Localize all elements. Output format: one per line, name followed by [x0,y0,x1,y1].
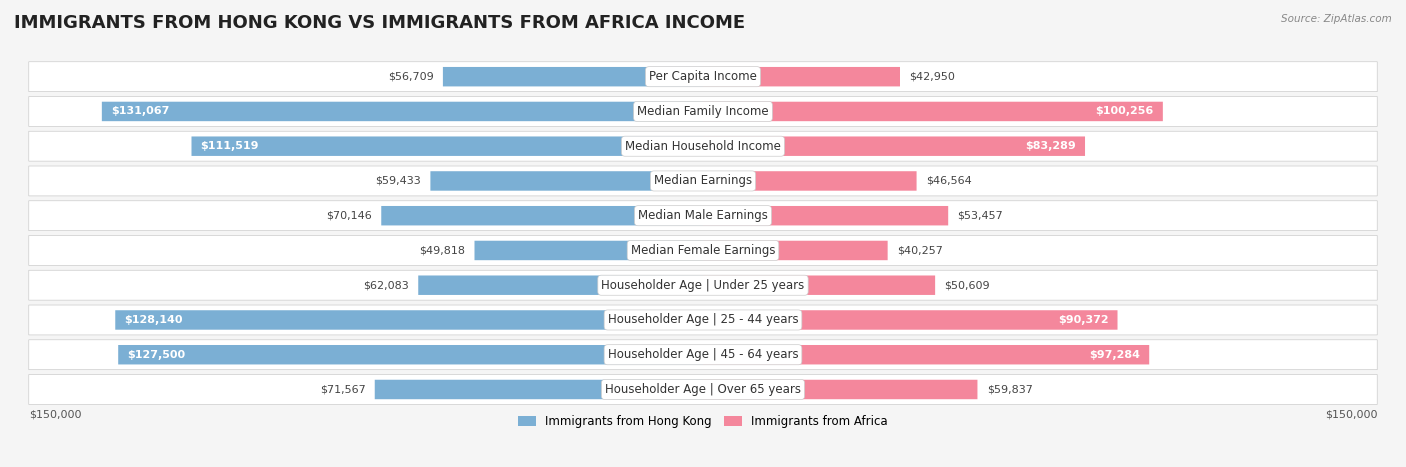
FancyBboxPatch shape [703,310,1118,330]
Text: $83,289: $83,289 [1025,141,1076,151]
Text: $150,000: $150,000 [28,410,82,420]
FancyBboxPatch shape [443,67,703,86]
Text: $49,818: $49,818 [419,246,465,255]
FancyBboxPatch shape [28,340,1378,370]
Text: Householder Age | 25 - 44 years: Householder Age | 25 - 44 years [607,313,799,326]
Text: $50,609: $50,609 [945,280,990,290]
FancyBboxPatch shape [703,67,900,86]
Text: $97,284: $97,284 [1090,350,1140,360]
Text: $70,146: $70,146 [326,211,373,221]
FancyBboxPatch shape [703,345,1149,364]
Text: Median Household Income: Median Household Income [626,140,780,153]
FancyBboxPatch shape [28,305,1378,335]
Text: $100,256: $100,256 [1095,106,1154,116]
Text: Median Male Earnings: Median Male Earnings [638,209,768,222]
Text: $56,709: $56,709 [388,72,433,82]
FancyBboxPatch shape [381,206,703,226]
FancyBboxPatch shape [28,270,1378,300]
Text: $150,000: $150,000 [1324,410,1378,420]
FancyBboxPatch shape [703,241,887,260]
Text: $59,433: $59,433 [375,176,422,186]
FancyBboxPatch shape [28,235,1378,265]
Text: $127,500: $127,500 [128,350,186,360]
FancyBboxPatch shape [703,276,935,295]
Text: Median Female Earnings: Median Female Earnings [631,244,775,257]
Text: Median Family Income: Median Family Income [637,105,769,118]
Text: $40,257: $40,257 [897,246,942,255]
FancyBboxPatch shape [703,380,977,399]
Text: Householder Age | Under 25 years: Householder Age | Under 25 years [602,279,804,292]
Text: $111,519: $111,519 [201,141,259,151]
FancyBboxPatch shape [28,201,1378,231]
FancyBboxPatch shape [191,136,703,156]
Text: IMMIGRANTS FROM HONG KONG VS IMMIGRANTS FROM AFRICA INCOME: IMMIGRANTS FROM HONG KONG VS IMMIGRANTS … [14,14,745,32]
Text: $53,457: $53,457 [957,211,1002,221]
Text: $128,140: $128,140 [125,315,183,325]
Text: Householder Age | 45 - 64 years: Householder Age | 45 - 64 years [607,348,799,361]
FancyBboxPatch shape [474,241,703,260]
Text: $90,372: $90,372 [1057,315,1108,325]
Text: Source: ZipAtlas.com: Source: ZipAtlas.com [1281,14,1392,24]
FancyBboxPatch shape [703,206,948,226]
Text: $46,564: $46,564 [925,176,972,186]
FancyBboxPatch shape [703,136,1085,156]
FancyBboxPatch shape [28,62,1378,92]
Text: Per Capita Income: Per Capita Income [650,70,756,83]
FancyBboxPatch shape [118,345,703,364]
FancyBboxPatch shape [28,375,1378,404]
Text: $131,067: $131,067 [111,106,169,116]
FancyBboxPatch shape [703,171,917,191]
Text: Median Earnings: Median Earnings [654,175,752,187]
Legend: Immigrants from Hong Kong, Immigrants from Africa: Immigrants from Hong Kong, Immigrants fr… [513,410,893,433]
Text: $42,950: $42,950 [910,72,955,82]
FancyBboxPatch shape [28,97,1378,127]
FancyBboxPatch shape [418,276,703,295]
FancyBboxPatch shape [101,102,703,121]
FancyBboxPatch shape [375,380,703,399]
Text: $71,567: $71,567 [319,384,366,395]
FancyBboxPatch shape [115,310,703,330]
Text: $59,837: $59,837 [987,384,1032,395]
FancyBboxPatch shape [28,166,1378,196]
Text: $62,083: $62,083 [363,280,409,290]
FancyBboxPatch shape [28,131,1378,161]
Text: Householder Age | Over 65 years: Householder Age | Over 65 years [605,383,801,396]
FancyBboxPatch shape [430,171,703,191]
FancyBboxPatch shape [703,102,1163,121]
